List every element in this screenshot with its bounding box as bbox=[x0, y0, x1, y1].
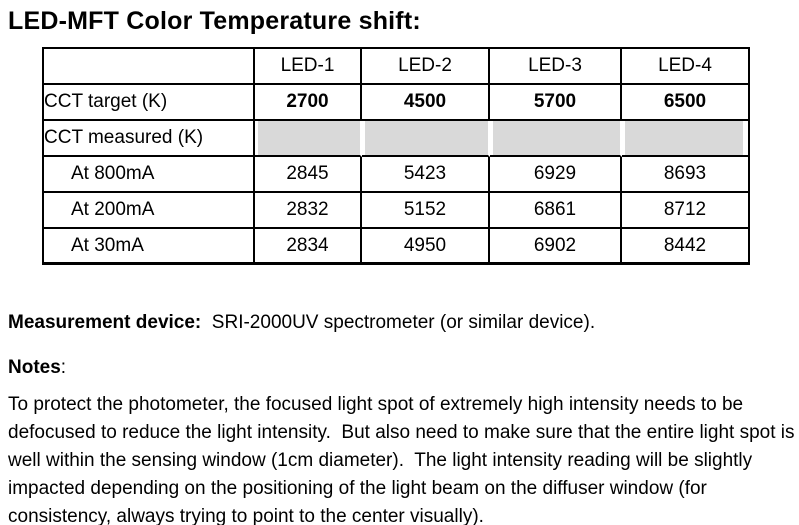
cell-value: 6861 bbox=[490, 193, 622, 229]
row-label: At 200mA bbox=[44, 193, 255, 229]
column-header-led-2: LED-2 bbox=[362, 49, 490, 85]
table-header-row: LED-1 LED-2 LED-3 LED-4 bbox=[44, 49, 750, 85]
table-row-at-200ma: At 200mA 2832 5152 6861 8712 bbox=[44, 193, 750, 229]
cell-value: 5423 bbox=[362, 157, 490, 193]
row-label: At 800mA bbox=[44, 157, 255, 193]
cell-value: 2845 bbox=[255, 157, 362, 193]
column-header-blank bbox=[44, 49, 255, 85]
column-header-led-4: LED-4 bbox=[622, 49, 750, 85]
column-header-led-3: LED-3 bbox=[490, 49, 622, 85]
cell-shaded-empty bbox=[622, 121, 750, 157]
row-label: At 30mA bbox=[44, 229, 255, 265]
measurement-device-line: Measurement device: SRI-2000UV spectrome… bbox=[8, 312, 791, 335]
notes-colon: : bbox=[60, 356, 67, 378]
notes-paragraph: To protect the photometer, the focused l… bbox=[8, 393, 795, 525]
column-header-led-1: LED-1 bbox=[255, 49, 362, 85]
cell-value: 4950 bbox=[362, 229, 490, 265]
cell-value: 2700 bbox=[255, 85, 362, 121]
cell-value: 6500 bbox=[622, 85, 750, 121]
row-label: CCT target (K) bbox=[44, 85, 255, 121]
cell-value: 5152 bbox=[362, 193, 490, 229]
measurement-device-value: SRI-2000UV spectrometer (or similar devi… bbox=[201, 312, 596, 333]
table-row-cct-target: CCT target (K) 2700 4500 5700 6500 bbox=[44, 85, 750, 121]
cell-value: 8442 bbox=[622, 229, 750, 265]
page-title: LED-MFT Color Temperature shift: bbox=[8, 7, 421, 35]
cell-shaded-empty bbox=[362, 121, 490, 157]
measurement-device-label: Measurement device: bbox=[8, 312, 202, 333]
cell-shaded-empty bbox=[255, 121, 362, 157]
notes-heading: Notes: bbox=[8, 357, 791, 380]
table-row-at-30ma: At 30mA 2834 4950 6902 8442 bbox=[44, 229, 750, 265]
cell-value: 4500 bbox=[362, 85, 490, 121]
row-label: CCT measured (K) bbox=[44, 121, 255, 157]
cell-value: 2832 bbox=[255, 193, 362, 229]
cell-shaded-empty bbox=[490, 121, 622, 157]
cell-value: 5700 bbox=[490, 85, 622, 121]
notes-label: Notes bbox=[8, 356, 61, 378]
cell-value: 2834 bbox=[255, 229, 362, 265]
cell-value: 8693 bbox=[622, 157, 750, 193]
cell-value: 6929 bbox=[490, 157, 622, 193]
cell-value: 8712 bbox=[622, 193, 750, 229]
table-row-cct-measured: CCT measured (K) bbox=[44, 121, 750, 157]
cell-value: 6902 bbox=[490, 229, 622, 265]
cct-table: LED-1 LED-2 LED-3 LED-4 CCT target (K) 2… bbox=[42, 47, 750, 265]
table-row-at-800ma: At 800mA 2845 5423 6929 8693 bbox=[44, 157, 750, 193]
